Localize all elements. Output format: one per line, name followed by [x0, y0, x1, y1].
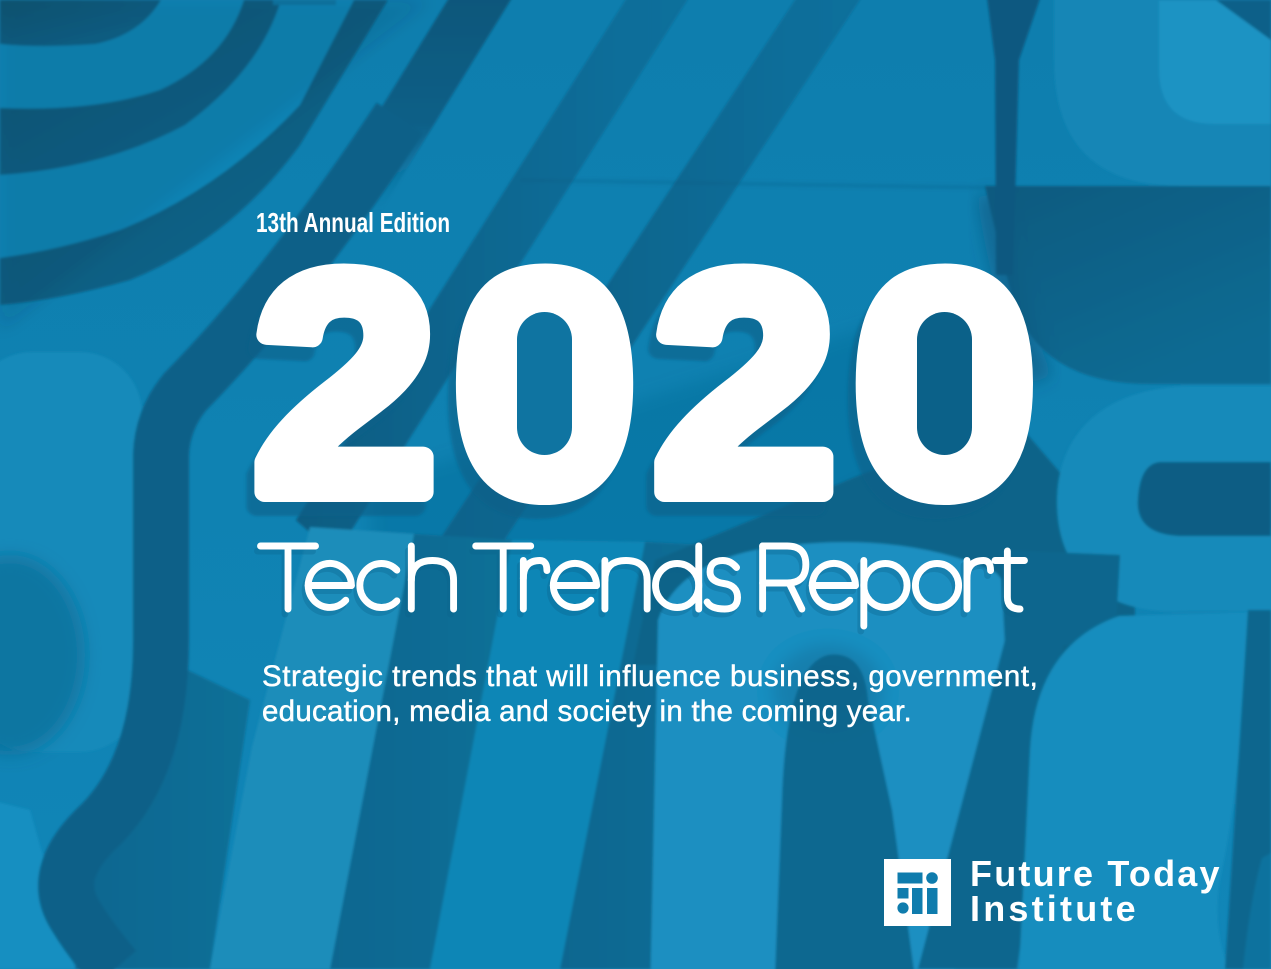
svg-text:2020: 2020 [246, 223, 1046, 573]
svg-text:education, media and society i: education, media and society in the comi… [262, 695, 912, 728]
svg-text:Strategic trends that will inf: Strategic trends that will influence bus… [262, 660, 1038, 693]
svg-text:13th Annual Edition: 13th Annual Edition [256, 207, 450, 238]
svg-text:Institute: Institute [970, 888, 1139, 929]
svg-text:Future Today: Future Today [970, 853, 1222, 894]
